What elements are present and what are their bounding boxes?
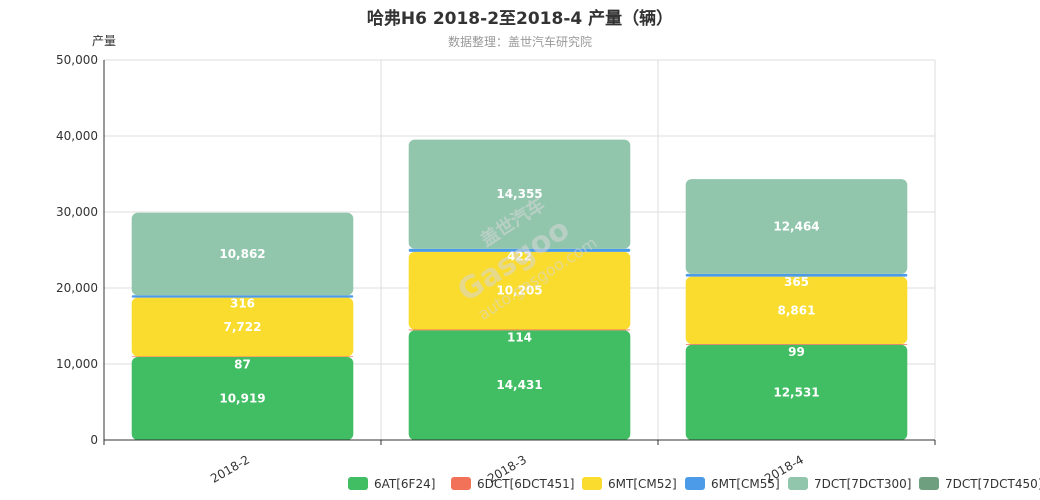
legend-swatch (451, 477, 471, 490)
y-tick-label: 0 (90, 433, 98, 447)
data-labels: 10,919 87 7,722 316 10,862 14,431 114 10,205 422… (219, 187, 819, 405)
legend: 6AT[6F24] 6DCT[6DCT451] 6MT[CM52] 6MT[CM55]… (348, 477, 1040, 491)
data-label: 10,205 (496, 284, 542, 298)
y-tick-label: 30,000 (56, 205, 98, 219)
bars (131, 139, 908, 440)
bar-segment (131, 295, 354, 298)
y-tick-label: 20,000 (56, 281, 98, 295)
legend-label: 6MT[CM52] (608, 477, 677, 491)
data-label: 10,862 (219, 247, 265, 261)
chart-title: 哈弗H6 2018-2至2018-4 产量（辆） (367, 8, 673, 29)
bar-segment (408, 251, 631, 330)
data-label: 7,722 (224, 320, 262, 334)
bar-segment (408, 248, 631, 252)
y-tick-label: 40,000 (56, 129, 98, 143)
data-label: 8,861 (778, 303, 816, 317)
legend-label: 7DCT[7DCT450] (945, 477, 1040, 491)
y-tick-label: 10,000 (56, 357, 98, 371)
data-label: 87 (234, 357, 251, 371)
legend-label: 6DCT[6DCT451] (477, 477, 574, 491)
legend-swatch (348, 477, 368, 490)
data-label: 12,531 (773, 385, 819, 399)
bar-segment (685, 276, 908, 345)
data-label: 316 (230, 296, 255, 310)
bar-segment (685, 273, 908, 277)
data-label: 99 (788, 345, 805, 359)
bar-segment (408, 139, 631, 249)
bar-segment (408, 329, 631, 331)
data-label: 14,431 (496, 378, 542, 392)
data-label: 365 (784, 275, 809, 289)
legend-label: 7DCT[7DCT300] (814, 477, 911, 491)
chart-subtitle: 数据整理：盖世汽车研究院 (448, 34, 592, 49)
legend-swatch (919, 477, 939, 490)
legend-label: 6AT[6F24] (374, 477, 435, 491)
legend-swatch (788, 477, 808, 490)
y-axis-label: 产量 (92, 34, 116, 48)
data-label: 114 (507, 330, 532, 344)
bar-segment (408, 330, 631, 440)
bar-segment (131, 356, 354, 358)
legend-swatch (582, 477, 602, 490)
bar-segment (131, 357, 354, 440)
data-label: 14,355 (496, 187, 542, 201)
bar-segment (685, 344, 908, 440)
data-label: 10,919 (219, 392, 265, 406)
bar-segment (131, 212, 354, 296)
y-tick-label: 50,000 (56, 53, 98, 67)
bar-segment (131, 297, 354, 357)
bar-segment (685, 179, 908, 274)
data-label: 422 (507, 250, 532, 264)
bar-segment (685, 344, 908, 345)
legend-label: 6MT[CM55] (711, 477, 780, 491)
legend-swatch (685, 477, 705, 490)
data-label: 12,464 (773, 220, 819, 234)
x-tick-label: 2018-2 (208, 452, 252, 485)
